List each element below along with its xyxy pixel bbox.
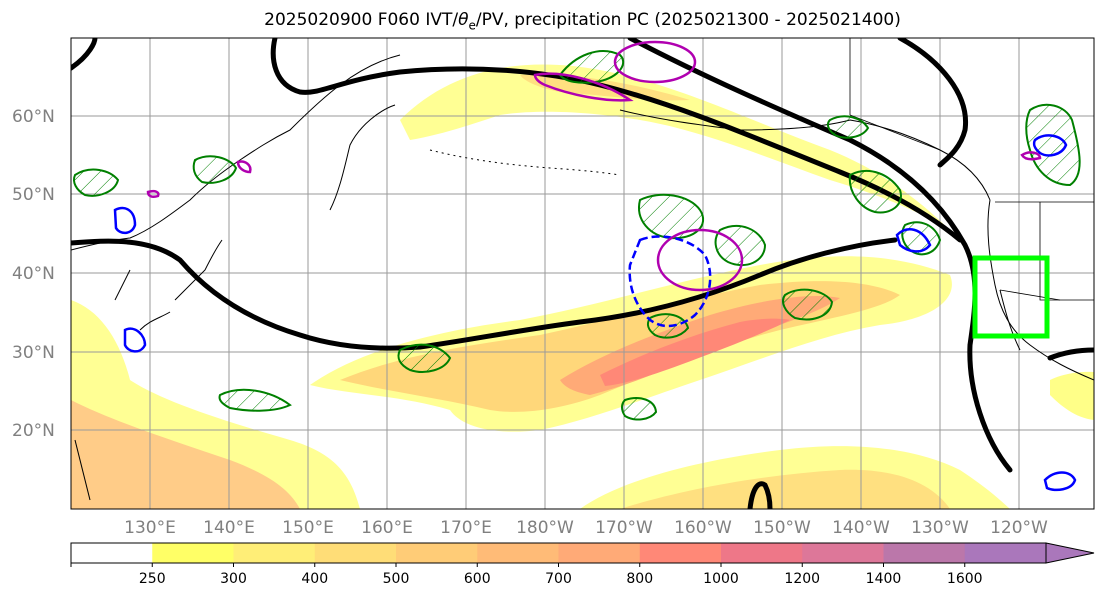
theta-e-patch-2 <box>638 193 705 240</box>
theta-e-patch-10 <box>826 115 870 139</box>
colorbar-tick-label: 1200 <box>784 571 820 587</box>
lon-label: 130°W <box>911 518 969 538</box>
colorbar-cell <box>314 543 397 563</box>
pv-anomaly-6 <box>236 160 252 174</box>
ivt-southeast <box>1050 371 1094 420</box>
lon-label: 160°W <box>674 518 732 538</box>
pv-anomaly-5 <box>146 189 160 199</box>
colorbar-tick-label: 500 <box>383 571 410 587</box>
colorbar-cell <box>721 543 803 563</box>
pv-anomaly-contours <box>146 40 1042 292</box>
pv-contour-east <box>627 38 1013 473</box>
pv-anomaly-2 <box>613 40 697 84</box>
coast-kamchatka <box>329 104 396 211</box>
theta-e-patch-7 <box>848 170 902 214</box>
colorbar-cell <box>883 543 966 563</box>
neg-contour-2 <box>1032 134 1068 157</box>
pv-anomaly-3 <box>533 72 634 102</box>
ivt-band-north <box>400 64 955 235</box>
pv-anomaly-1 <box>656 228 744 292</box>
colorbar-cell <box>802 543 884 563</box>
colorbar: 250 300 400 500 600 700 800 1000 1200 1400 1600 <box>70 542 1095 587</box>
neg-contour-1 <box>628 235 712 328</box>
colorbar-tick-label: 250 <box>139 571 166 587</box>
coast-japan <box>139 239 223 331</box>
colorbar-cell <box>71 543 153 563</box>
colorbar-tick-label: 600 <box>464 571 491 587</box>
neg-contour-4 <box>1043 471 1077 492</box>
colorbar-cell <box>639 543 722 563</box>
lon-label: 120°W <box>990 518 1048 538</box>
lon-label: 180°W <box>516 518 574 538</box>
lat-label: 40°N <box>12 264 55 284</box>
latitude-labels: 60°N 50°N 40°N 30°N 20°N <box>12 107 55 441</box>
colorbar-cell <box>477 543 559 563</box>
neg-contour-3 <box>895 228 932 253</box>
lon-label: 150°E <box>282 518 334 538</box>
colorbar-cell <box>233 543 316 563</box>
coast-philippines <box>74 439 91 501</box>
colorbar-tick-label: 700 <box>545 571 572 587</box>
theta-e-patch-9 <box>192 155 238 184</box>
theta-e-patch-8 <box>73 168 120 197</box>
colorbar-cell <box>964 543 1047 563</box>
longitude-labels: 130°E 140°E 150°E 160°E 170°E 180°W 170°… <box>124 518 1048 538</box>
theta-e-patch-1 <box>558 50 625 84</box>
lon-label: 130°E <box>124 518 176 538</box>
coast-aleutians <box>429 149 621 176</box>
neg-contour-6 <box>113 206 137 235</box>
borders <box>849 38 1094 301</box>
colorbar-tick-label: 400 <box>301 571 328 587</box>
theta-e-patch-11 <box>1025 103 1081 187</box>
theta-e-patch-14 <box>646 313 690 339</box>
colorbar-tick-label: 1000 <box>703 571 739 587</box>
colorbar-cell <box>396 543 478 563</box>
pv-contour-north <box>71 38 98 71</box>
pv-anomaly-4 <box>1020 151 1042 161</box>
neg-contour-5 <box>123 327 147 353</box>
theta-e-patch-5 <box>397 343 452 373</box>
lat-label: 30°N <box>12 343 55 363</box>
pv-contour-south <box>747 481 773 509</box>
lon-label: 170°E <box>440 518 492 538</box>
theta-e-patch-4 <box>782 288 834 321</box>
lon-label: 140°W <box>832 518 890 538</box>
colorbar-tick-label: 800 <box>626 571 653 587</box>
coast-na-west <box>987 199 1094 381</box>
coast-korea <box>114 269 131 301</box>
theta-e-contours <box>73 50 1081 421</box>
colorbar-tick-label: 300 <box>220 571 247 587</box>
colorbar-cell <box>152 543 234 563</box>
colorbar-cell <box>558 543 641 563</box>
lon-label: 160°E <box>361 518 413 538</box>
lat-label: 50°N <box>12 185 55 205</box>
lon-label: 170°W <box>595 518 653 538</box>
lon-label: 150°W <box>753 518 811 538</box>
coast-baja <box>999 289 1021 351</box>
map-frame <box>70 37 1095 510</box>
figure-title: 2025020900 F060 IVT/θe/PV, precipitation… <box>264 10 901 33</box>
target-region-box <box>972 255 1050 339</box>
colorbar-tick-label: 1600 <box>947 571 983 587</box>
pv-contour-loop <box>897 38 969 168</box>
theta-e-patch-12 <box>621 397 658 421</box>
theta-e-patch-3 <box>714 225 767 267</box>
theta-e-negative-contours <box>113 134 1077 492</box>
theta-e-patch-6 <box>218 388 292 412</box>
colorbar-extend-arrow <box>1045 542 1095 564</box>
lat-label: 20°N <box>12 421 55 441</box>
pv-contour-se <box>1047 347 1094 361</box>
ivt-southwest-inner <box>71 400 300 509</box>
lat-label: 60°N <box>12 107 55 127</box>
colorbar-tick-label: 1400 <box>866 571 902 587</box>
lon-label: 140°E <box>203 518 255 538</box>
